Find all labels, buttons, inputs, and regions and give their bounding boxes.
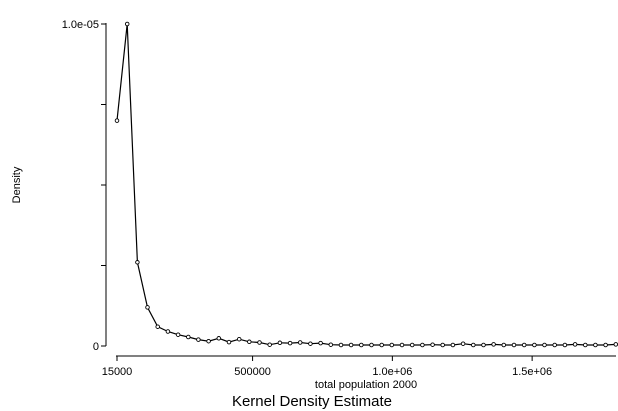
data-point — [196, 337, 201, 342]
data-point — [359, 342, 364, 348]
data-point — [603, 342, 608, 348]
data-point — [379, 342, 384, 348]
data-point — [257, 340, 262, 345]
data-point — [430, 342, 435, 347]
data-point — [552, 342, 557, 348]
x-tick-label: 1.5e+06 — [512, 366, 552, 378]
data-point — [247, 339, 252, 345]
x-tick-label: 500000 — [234, 366, 271, 378]
data-point — [389, 342, 395, 348]
chart-caption: Kernel Density Estimate — [232, 393, 392, 410]
data-point — [542, 342, 547, 348]
data-point — [216, 336, 222, 341]
data-point — [613, 342, 618, 347]
data-point — [460, 341, 466, 346]
data-point — [338, 342, 344, 348]
density-markers — [114, 21, 618, 348]
data-point — [186, 334, 191, 340]
x-axis-title: total population 2000 — [315, 379, 417, 391]
data-point — [318, 340, 323, 346]
data-point — [145, 305, 150, 310]
data-point — [135, 260, 140, 265]
data-point — [450, 342, 456, 348]
data-point — [124, 21, 130, 27]
data-point — [328, 342, 334, 347]
data-point — [440, 342, 445, 348]
data-point — [521, 342, 527, 348]
data-point — [369, 342, 374, 348]
x-axis-ticks: 15000 500000 1.0e+06 1.5e+06 — [102, 356, 552, 378]
y-tick-label: 0 — [93, 341, 99, 353]
data-point — [562, 342, 568, 348]
data-point — [348, 342, 354, 348]
data-point — [114, 118, 120, 123]
data-point — [267, 342, 272, 347]
chart-axes — [105, 23, 616, 357]
data-point — [308, 341, 313, 346]
density-line — [116, 23, 616, 346]
data-point — [287, 340, 293, 346]
data-point — [532, 342, 537, 348]
data-point — [409, 342, 415, 348]
data-point — [226, 339, 232, 345]
data-point — [572, 342, 578, 347]
data-point — [471, 342, 476, 348]
data-point — [420, 342, 425, 348]
data-point — [399, 342, 405, 348]
data-point — [277, 340, 283, 346]
x-tick-label: 15000 — [102, 366, 133, 378]
data-point — [206, 338, 211, 344]
data-point — [511, 342, 517, 348]
data-point — [236, 336, 242, 342]
data-point — [175, 332, 181, 337]
data-point — [481, 342, 486, 348]
data-point — [165, 329, 171, 334]
x-tick-label: 1.0e+06 — [372, 366, 412, 378]
data-point — [491, 342, 496, 347]
data-point — [593, 342, 598, 348]
data-point — [155, 324, 160, 329]
y-axis-ticks: 0 1.0e-05 — [62, 19, 106, 353]
data-point — [583, 342, 588, 348]
y-tick-label: 1.0e-05 — [62, 19, 99, 31]
y-axis-title: Density — [11, 166, 23, 203]
data-point — [297, 340, 303, 345]
data-point — [501, 342, 507, 348]
